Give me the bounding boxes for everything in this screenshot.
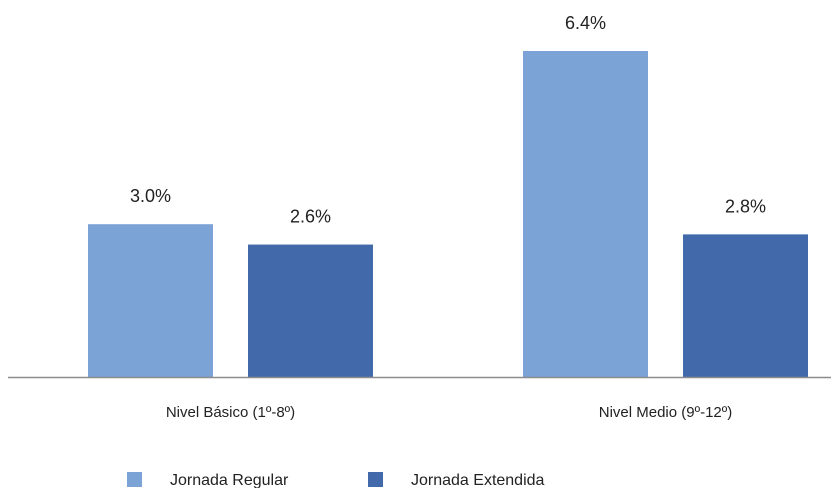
bar-series1-cat1 <box>683 234 808 377</box>
value-label-series1-cat0: 2.6% <box>290 207 331 227</box>
value-label-series1-cat1: 2.8% <box>725 196 766 216</box>
legend-swatch-1 <box>368 472 383 487</box>
bar-series0-cat0 <box>88 224 213 377</box>
legend-swatch-0 <box>127 472 142 487</box>
bars-layer <box>88 51 808 377</box>
bar-series0-cat1 <box>523 51 648 377</box>
value-labels-layer: 3.0% 6.4% 2.6% 2.8% <box>130 13 766 227</box>
category-label-0: Nivel Básico (1º-8º) <box>166 404 295 421</box>
category-label-1: Nivel Medio (9º-12º) <box>599 404 733 421</box>
legend-label-0: Jornada Regular <box>170 472 289 488</box>
value-label-series0-cat1: 6.4% <box>565 13 606 33</box>
legend-label-1: Jornada Extendida <box>411 472 545 488</box>
bar-series1-cat0 <box>248 244 373 377</box>
value-label-series0-cat0: 3.0% <box>130 186 171 206</box>
legend: Jornada Regular Jornada Extendida <box>127 472 545 488</box>
category-labels-layer: Nivel Básico (1º-8º) Nivel Medio (9º-12º) <box>166 404 732 421</box>
